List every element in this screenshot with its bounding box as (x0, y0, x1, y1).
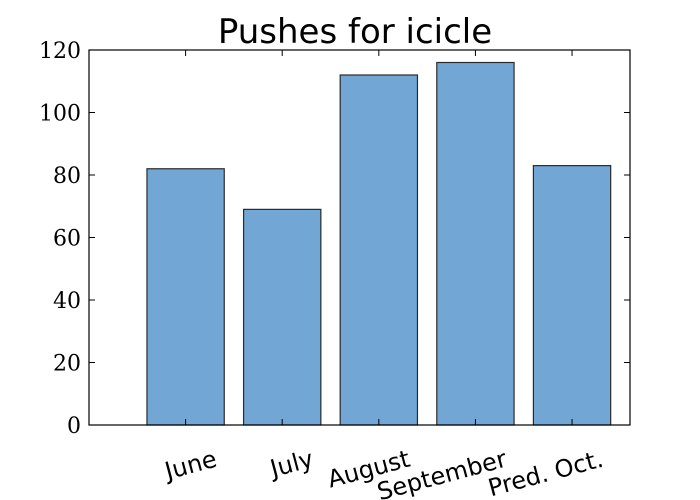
x-tick-label: July (265, 445, 316, 484)
chart-title: Pushes for icicle (218, 12, 492, 52)
bar-pred-oct (532, 165, 612, 426)
y-tick-label: 120 (39, 39, 81, 64)
bar-june (146, 168, 225, 426)
y-tick-label: 0 (67, 414, 81, 439)
y-tick-label: 80 (53, 164, 81, 189)
bar-september (436, 61, 515, 426)
bar-july (242, 208, 322, 426)
x-tick-label: June (160, 445, 220, 486)
y-tick-label: 100 (39, 102, 81, 127)
bars-layer (146, 61, 612, 426)
plot-frame (88, 49, 631, 426)
bar-august (339, 74, 419, 426)
y-tick-label: 20 (53, 352, 81, 377)
y-tick-label: 40 (53, 289, 81, 314)
y-tick-label: 60 (53, 227, 81, 252)
y-tick-labels: 0 20 40 60 80 100 120 (39, 39, 81, 439)
